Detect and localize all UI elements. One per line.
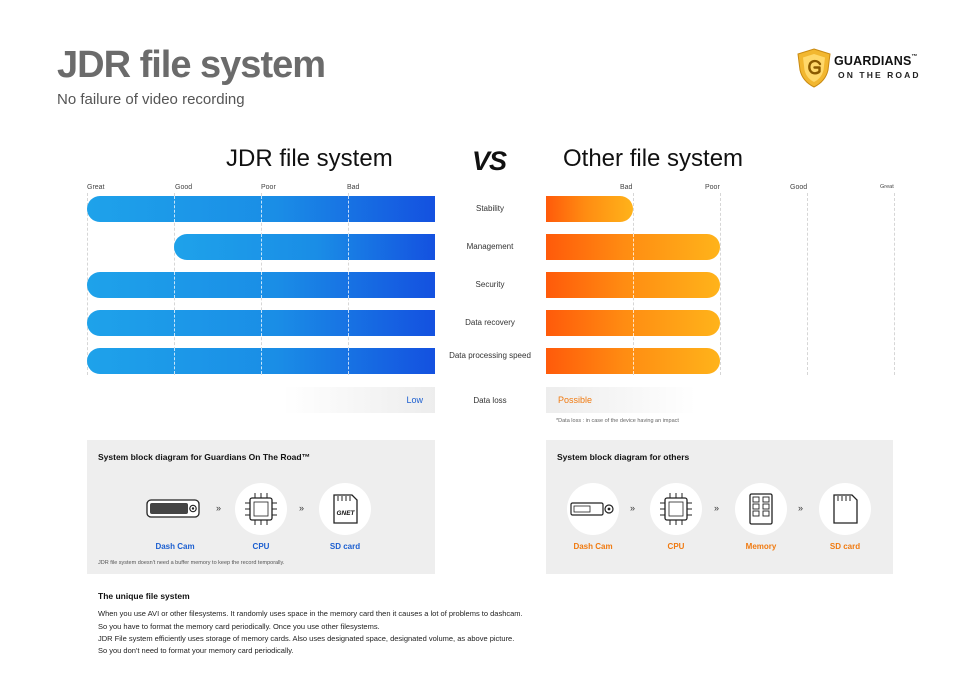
description-line: So you don't need to format your memory …	[98, 646, 294, 655]
left-scale-label: Poor	[261, 184, 276, 191]
flow-arrow: »	[714, 503, 719, 513]
bar-divider	[174, 348, 175, 374]
flow-arrow: »	[299, 503, 304, 513]
node-label: Dash Cam	[573, 542, 613, 551]
grid-line	[807, 193, 808, 375]
dashcam-icon	[146, 499, 200, 518]
node-label: SD card	[829, 542, 861, 551]
category-label: Security	[475, 280, 505, 289]
sd-card-node	[819, 483, 871, 535]
bar-divider	[348, 310, 349, 336]
bar-divider	[261, 310, 262, 336]
sd-card-icon: GNET	[333, 494, 358, 524]
others-diagram-title: System block diagram for others	[557, 452, 690, 462]
sd-card-brand: GNET	[336, 510, 355, 517]
description-title: The unique file system	[98, 591, 190, 601]
flow-arrow: »	[630, 503, 635, 513]
bar-divider	[174, 272, 175, 298]
bar-divider	[261, 234, 262, 260]
other-heading: Other file system	[563, 145, 744, 172]
sd-card-icon	[833, 494, 858, 524]
memory-icon	[749, 493, 773, 525]
right-scale-label: Poor	[705, 184, 720, 191]
data-loss-label: Data loss	[473, 396, 507, 405]
description-line: So you have to format the memory card pe…	[98, 622, 380, 631]
node-label: Memory	[745, 542, 777, 551]
right-scale-label: Great	[880, 184, 894, 190]
node-label: SD card	[329, 542, 361, 551]
grid-line	[894, 193, 895, 375]
bar-divider	[348, 196, 349, 222]
left-scale-label: Great	[87, 184, 105, 191]
right-scale-label: Good	[790, 184, 808, 191]
flow-arrow: »	[216, 503, 221, 513]
left-scale-label: Bad	[347, 184, 360, 191]
node-label: CPU	[667, 542, 685, 551]
vs-label: VS	[472, 146, 507, 176]
description-line: JDR File system efficiently uses storage…	[98, 634, 515, 643]
category-label: Stability	[475, 204, 504, 213]
jdr-block-diagram: System block diagram for Guardians On Th…	[87, 440, 435, 574]
cpu-icon	[660, 493, 692, 525]
bar-divider	[348, 348, 349, 374]
bar-divider	[174, 196, 175, 222]
bar-divider	[633, 234, 634, 260]
node-label: Dash Cam	[155, 542, 195, 551]
description-line: When you use AVI or other filesystems. I…	[98, 609, 523, 618]
cpu-node	[650, 483, 702, 535]
page-title: JDR file system	[57, 44, 326, 86]
shield-icon	[797, 48, 831, 88]
grid-line	[720, 193, 721, 375]
node-label: CPU	[252, 542, 270, 551]
cpu-icon	[245, 493, 277, 525]
left-scale-label: Good	[175, 184, 193, 191]
sd-card-node: GNET	[319, 483, 371, 535]
dashcam-node	[146, 483, 201, 535]
category-label: Management	[466, 242, 514, 251]
jdr-diagram-note: JDR file system doesn't need a buffer me…	[98, 560, 285, 566]
bar-divider	[633, 310, 634, 336]
bar-divider	[348, 272, 349, 298]
bar-divider	[261, 272, 262, 298]
jdr-diagram-title: System block diagram for Guardians On Th…	[98, 452, 311, 462]
right-scale-label: Bad	[620, 184, 633, 191]
jdr-bar	[174, 234, 435, 260]
data-loss-footnote: *Data loss : in case of the device havin…	[556, 418, 679, 424]
flow-arrow: »	[798, 503, 803, 513]
data-loss-jdr: Low	[283, 387, 435, 413]
memory-node	[735, 483, 787, 535]
category-label: Data processing speed	[449, 351, 531, 360]
dashcam-node	[567, 483, 619, 535]
jdr-heading: JDR file system	[226, 145, 393, 172]
bar-divider	[633, 272, 634, 298]
category-label: Data recovery	[465, 318, 515, 327]
logo-tagline: ON THE ROAD	[838, 70, 921, 80]
bar-divider	[348, 234, 349, 260]
brand-logo: GUARDIANS™ ON THE ROAD	[796, 48, 936, 90]
others-block-diagram: System block diagram for others » »	[546, 440, 893, 574]
bar-divider	[261, 348, 262, 374]
bar-divider	[633, 348, 634, 374]
logo-name: GUARDIANS™	[834, 54, 918, 68]
cpu-node	[235, 483, 287, 535]
other-bar	[546, 196, 633, 222]
dashcam-icon	[570, 502, 614, 516]
data-loss-other: Possible	[546, 387, 696, 413]
bar-divider	[261, 196, 262, 222]
page-subtitle: No failure of video recording	[57, 91, 245, 108]
bar-divider	[174, 310, 175, 336]
